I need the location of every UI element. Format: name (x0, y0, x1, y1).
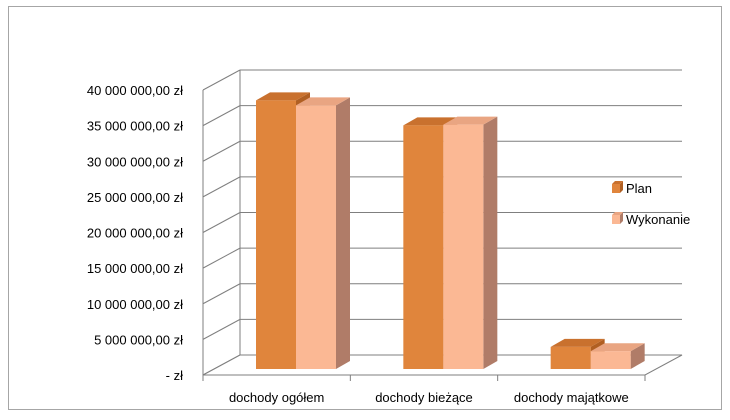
bar-side (483, 116, 498, 369)
y-tick-label: 15 000 000,00 zł (87, 261, 183, 276)
bar-top (590, 343, 645, 352)
y-tick-label: 5 000 000,00 zł (94, 332, 183, 347)
bar-wykonanie-0 (296, 97, 350, 369)
legend-item-wykonanie: Wykonanie (612, 212, 690, 227)
gridline-side-4 (202, 212, 241, 233)
y-tick-label: 10 000 000,00 zł (87, 297, 183, 312)
category-label: dochody majątkowe (514, 390, 629, 405)
bar-top (443, 116, 498, 125)
bar-front (296, 105, 336, 369)
legend-swatch (612, 184, 620, 193)
bar-side (336, 97, 350, 369)
gridline-side-1 (202, 318, 241, 340)
bar-top (296, 97, 350, 106)
y-tick-label: 20 000 000,00 zł (87, 226, 183, 241)
category-label: dochody bieżące (375, 390, 473, 405)
y-tick-label: 40 000 000,00 zł (87, 83, 183, 98)
bar-front (550, 346, 591, 369)
gridline-side-8 (202, 69, 241, 91)
bar-top (256, 92, 310, 101)
bar-front (443, 124, 484, 369)
gridline-side-3 (202, 247, 241, 269)
legend-label: Plan (626, 181, 652, 196)
y-tick-label: 35 000 000,00 zł (87, 119, 183, 134)
legend: Plan Wykonanie (612, 181, 690, 227)
bar-front (590, 351, 631, 369)
legend-swatch-side (620, 181, 623, 193)
bar-wykonanie-1 (443, 116, 498, 369)
y-tick-label: 25 000 000,00 zł (87, 190, 183, 205)
bars (256, 92, 645, 369)
bar-top (550, 338, 605, 347)
bar-top (403, 117, 458, 126)
legend-swatch-side (620, 212, 623, 224)
legend-item-plan: Plan (612, 181, 652, 196)
legend-swatch-top (612, 181, 623, 184)
gridline-side-2 (202, 283, 241, 305)
bar-front (256, 100, 296, 369)
y-tick-label: - zł (166, 368, 183, 383)
gridline-side-7 (202, 105, 241, 127)
y-tick-label: 30 000 000,00 zł (87, 154, 183, 169)
bar-front (403, 125, 444, 369)
legend-swatch-top (612, 212, 623, 215)
gridline-side-5 (202, 176, 241, 198)
bar-side (630, 343, 645, 369)
legend-swatch (612, 215, 620, 224)
category-label: dochody ogółem (229, 390, 324, 405)
bar-wykonanie-2 (590, 343, 645, 369)
legend-label: Wykonanie (626, 212, 690, 227)
gridline-side-6 (202, 140, 241, 162)
